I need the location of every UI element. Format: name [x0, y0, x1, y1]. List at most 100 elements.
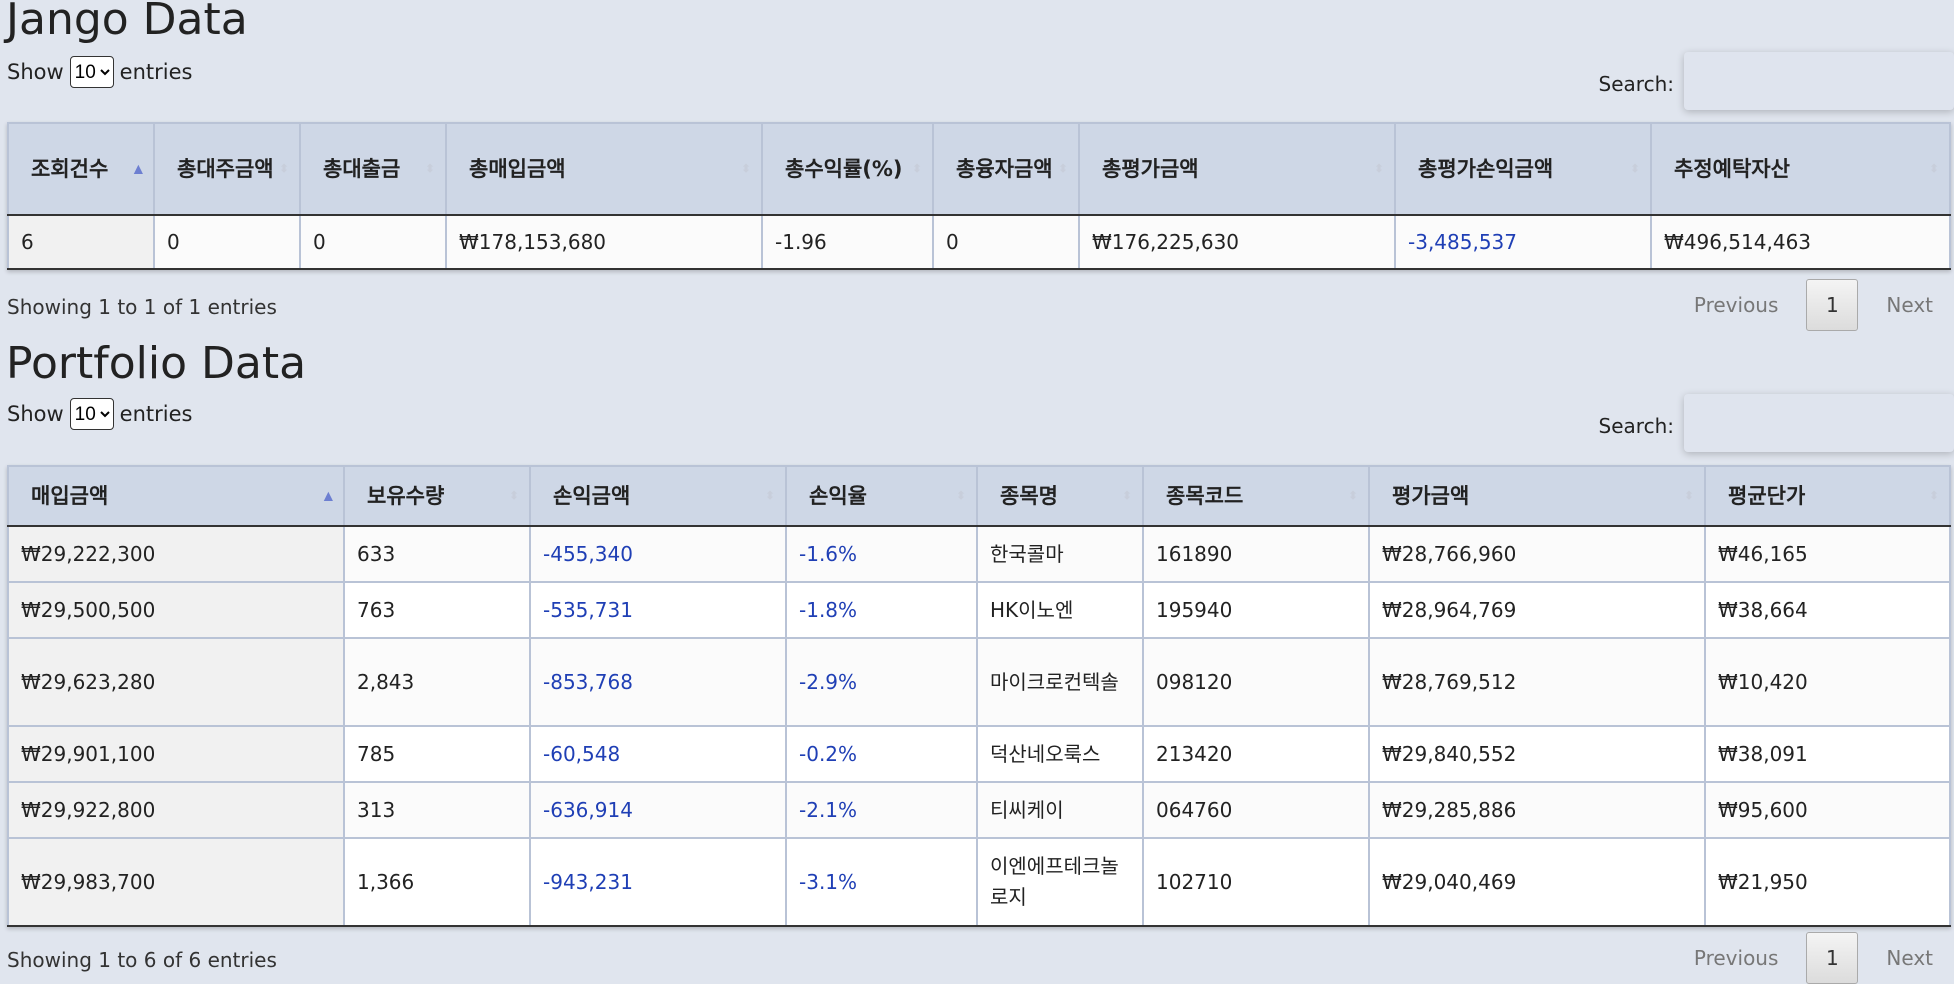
cell: ₩38,091: [1704, 725, 1951, 783]
page-button[interactable]: 1: [1806, 932, 1859, 984]
cell: 313: [343, 781, 531, 839]
col-header[interactable]: 종목코드 ⬍: [1142, 465, 1370, 527]
cell: ₩95,600: [1704, 781, 1951, 839]
sort-icon: ⬍: [764, 488, 775, 503]
next-button[interactable]: Next: [1886, 946, 1933, 970]
portfolio-search-control: Search:: [1599, 394, 1954, 452]
col-header[interactable]: 손익금액 ⬍: [529, 465, 787, 527]
cell: ₩29,922,800: [7, 781, 345, 839]
cell: -455,340: [529, 525, 787, 583]
sort-icon: ⬍: [508, 488, 519, 503]
cell: ₩29,222,300: [7, 525, 345, 583]
cell: ₩496,514,463: [1650, 214, 1951, 270]
jango-info: Showing 1 to 1 of 1 entries: [7, 295, 277, 319]
cell: ₩28,766,960: [1368, 525, 1706, 583]
previous-button[interactable]: Previous: [1693, 946, 1779, 970]
cell: 064760: [1142, 781, 1370, 839]
cell: -2.9%: [785, 637, 978, 727]
page-button[interactable]: 1: [1806, 279, 1859, 331]
jango-section: Jango Data Show 10 entries Search: 조회건수 ▲…: [0, 0, 1954, 340]
cell: -535,731: [529, 581, 787, 639]
cell: -60,548: [529, 725, 787, 783]
portfolio-length-select[interactable]: 10: [69, 398, 114, 430]
col-header[interactable]: 손익율 ⬍: [785, 465, 978, 527]
jango-search-control: Search:: [1599, 52, 1954, 110]
previous-button[interactable]: Previous: [1693, 293, 1779, 317]
jango-length-control: Show 10 entries: [7, 56, 192, 88]
cell: 티씨케이: [976, 781, 1144, 839]
cell: -3,485,537: [1394, 214, 1652, 270]
cell: ₩21,950: [1704, 837, 1951, 927]
col-header[interactable]: 조회건수 ▲: [7, 122, 155, 216]
cell: 0: [299, 214, 447, 270]
sort-icon: ⬍: [424, 161, 435, 176]
cell: 2,843: [343, 637, 531, 727]
jango-title: Jango Data: [6, 0, 248, 45]
jango-length-select[interactable]: 10: [69, 56, 114, 88]
cell: 덕산네오룩스: [976, 725, 1144, 783]
table-row: ₩29,922,800 313 -636,914 -2.1% 티씨케이 0647…: [7, 781, 1951, 839]
cell: 785: [343, 725, 531, 783]
next-button[interactable]: Next: [1886, 293, 1933, 317]
cell: ₩176,225,630: [1078, 214, 1396, 270]
sort-icon: ⬍: [1121, 488, 1132, 503]
entries-label: entries: [119, 60, 193, 84]
col-header[interactable]: 총매입금액 ⬍: [445, 122, 763, 216]
portfolio-header-row: 매입금액 ▲ 보유수량 ⬍ 손익금액 ⬍ 손익율 ⬍ 종목명 ⬍ 종목코드 ⬍ 평가금액 ⬍ …: [7, 465, 1951, 527]
table-row: 6 0 0 ₩178,153,680 -1.96 0 ₩176,225,630 …: [7, 214, 1951, 270]
col-header[interactable]: 총대출금 ⬍: [299, 122, 447, 216]
cell: 0: [932, 214, 1080, 270]
sort-icon: ⬍: [1928, 488, 1939, 503]
col-header[interactable]: 매입금액 ▲: [7, 465, 345, 527]
col-header[interactable]: 평균단가 ⬍: [1704, 465, 1951, 527]
cell: -0.2%: [785, 725, 978, 783]
sort-asc-icon: ▲: [323, 488, 333, 503]
cell: 633: [343, 525, 531, 583]
col-header[interactable]: 총수익률(%) ⬍: [761, 122, 934, 216]
portfolio-info: Showing 1 to 6 of 6 entries: [7, 948, 277, 972]
table-row: ₩29,901,100 785 -60,548 -0.2% 덕산네오룩스 213…: [7, 725, 1951, 783]
cell: ₩46,165: [1704, 525, 1951, 583]
col-header[interactable]: 추정예탁자산 ⬍: [1650, 122, 1951, 216]
cell: 102710: [1142, 837, 1370, 927]
jango-search-input[interactable]: [1684, 52, 1954, 110]
cell: ₩38,664: [1704, 581, 1951, 639]
cell: ₩29,901,100: [7, 725, 345, 783]
sort-icon: ⬍: [740, 161, 751, 176]
show-label: Show: [7, 402, 64, 426]
portfolio-section: Portfolio Data Show 10 entries Search: 매…: [0, 340, 1954, 984]
col-header[interactable]: 종목명 ⬍: [976, 465, 1144, 527]
sort-icon: ⬍: [1347, 488, 1358, 503]
cell: 098120: [1142, 637, 1370, 727]
col-header[interactable]: 총평가금액 ⬍: [1078, 122, 1396, 216]
cell: 1,366: [343, 837, 531, 927]
cell: -1.96: [761, 214, 934, 270]
col-header[interactable]: 총융자금액 ⬍: [932, 122, 1080, 216]
cell: ₩29,285,886: [1368, 781, 1706, 839]
cell: 213420: [1142, 725, 1370, 783]
sort-icon: ⬍: [278, 161, 289, 176]
cell: 한국콜마: [976, 525, 1144, 583]
col-header[interactable]: 평가금액 ⬍: [1368, 465, 1706, 527]
cell: ₩28,964,769: [1368, 581, 1706, 639]
search-label: Search:: [1598, 72, 1674, 96]
cell: -1.6%: [785, 525, 978, 583]
col-header[interactable]: 보유수량 ⬍: [343, 465, 531, 527]
cell: 0: [153, 214, 301, 270]
portfolio-title: Portfolio Data: [6, 338, 307, 389]
portfolio-search-input[interactable]: [1684, 394, 1954, 452]
sort-asc-icon: ▲: [133, 161, 143, 176]
cell: ₩29,500,500: [7, 581, 345, 639]
cell: 763: [343, 581, 531, 639]
table-row: ₩29,500,500 763 -535,731 -1.8% HK이노엔 195…: [7, 581, 1951, 639]
col-header[interactable]: 총평가손익금액 ⬍: [1394, 122, 1652, 216]
cell: ₩29,623,280: [7, 637, 345, 727]
portfolio-pagination: Previous 1 Next: [1676, 932, 1951, 984]
cell: ₩178,153,680: [445, 214, 763, 270]
sort-icon: ⬍: [955, 488, 966, 503]
portfolio-table: 매입금액 ▲ 보유수량 ⬍ 손익금액 ⬍ 손익율 ⬍ 종목명 ⬍ 종목코드 ⬍ 평가금액 ⬍ …: [7, 465, 1951, 927]
cell: ₩29,840,552: [1368, 725, 1706, 783]
search-label: Search:: [1598, 414, 1674, 438]
table-row: ₩29,623,280 2,843 -853,768 -2.9% 마이크로컨텍솔…: [7, 637, 1951, 727]
col-header[interactable]: 총대주금액 ⬍: [153, 122, 301, 216]
